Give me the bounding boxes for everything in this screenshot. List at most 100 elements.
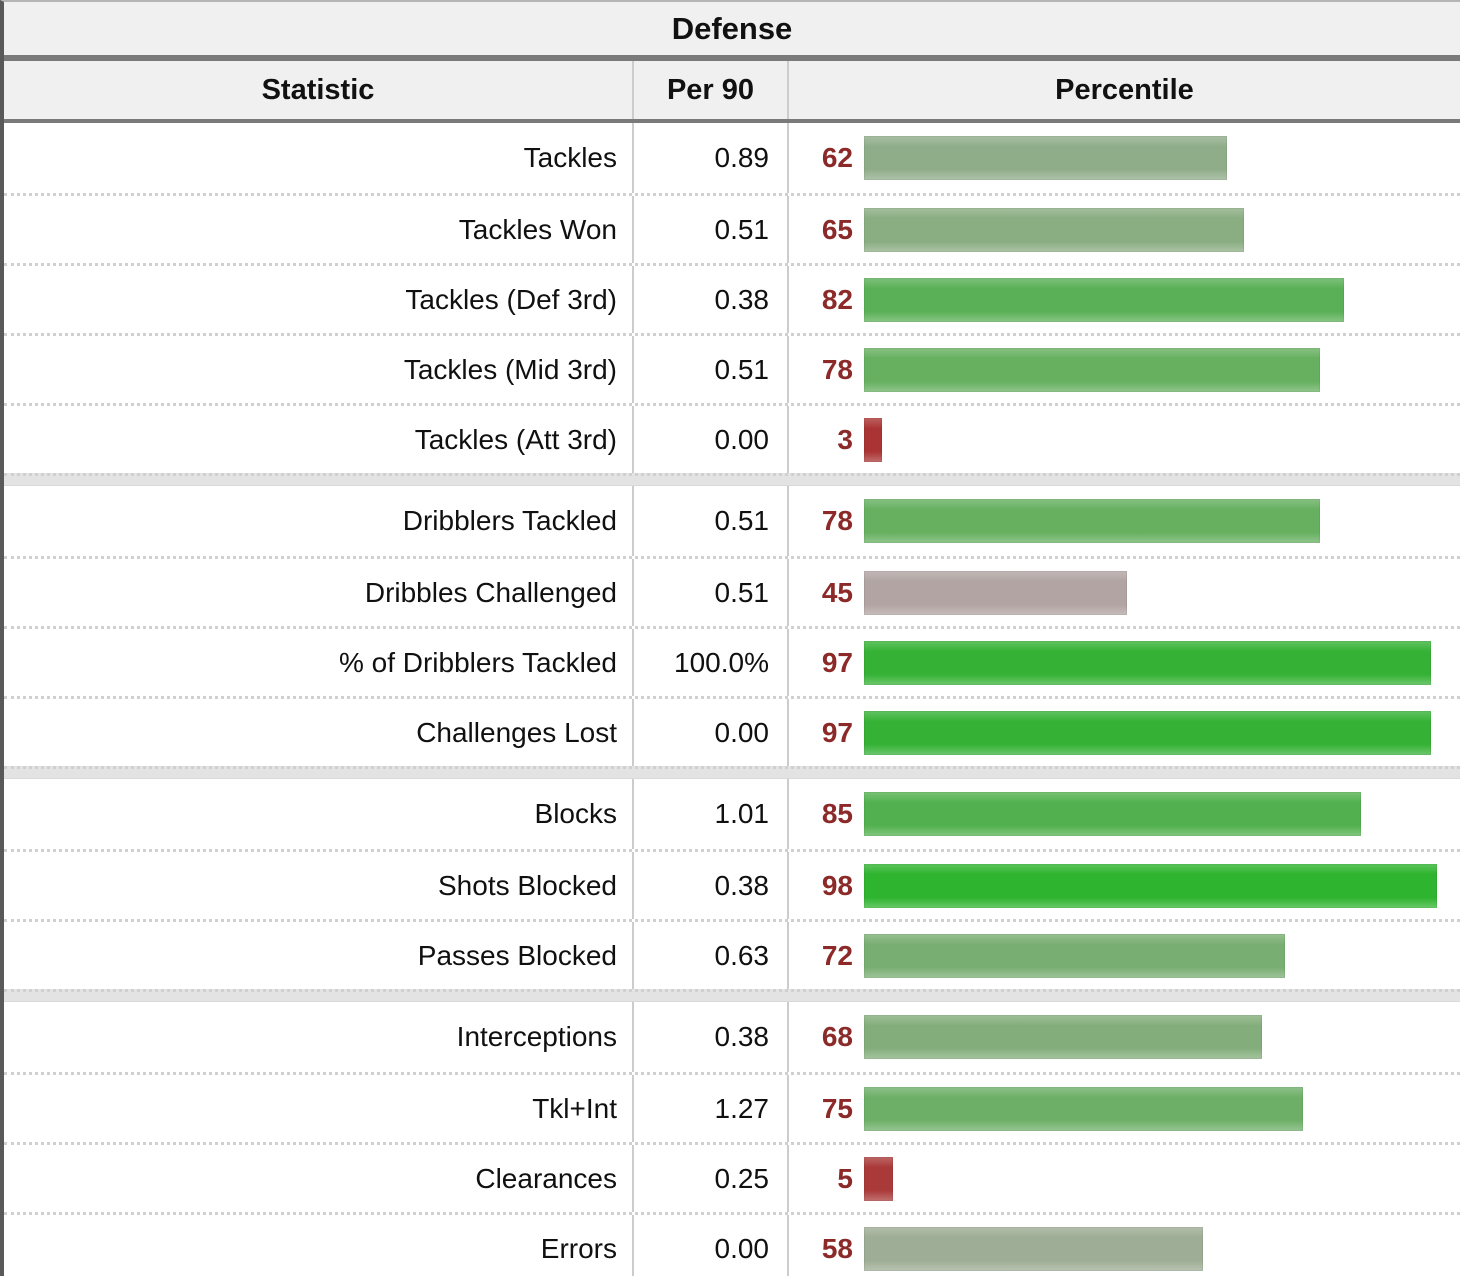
column-header-row: Statistic Per 90 Percentile <box>4 61 1460 123</box>
stat-label: Tackles (Def 3rd) <box>405 283 617 315</box>
per90-value: 0.89 <box>632 123 787 193</box>
percentile-bar <box>864 1226 1204 1271</box>
per90-value: 1.01 <box>632 779 787 849</box>
col-header-per90: Per 90 <box>632 61 787 119</box>
percentile-cell: 98 <box>787 852 1460 919</box>
percentile-bar <box>864 277 1344 322</box>
percentile-value: 82 <box>821 283 853 315</box>
percentile-bar <box>864 710 1432 755</box>
percentile-bar <box>864 640 1432 685</box>
percentile-cell: 45 <box>787 559 1460 626</box>
table-row: Tackles (Att 3rd) 0.00 3 <box>4 403 1460 473</box>
group-separator <box>4 989 1460 1002</box>
table-row: Errors 0.00 58 <box>4 1212 1460 1276</box>
stat-label: Tkl+Int <box>532 1092 617 1124</box>
stat-label: Blocks <box>534 798 617 829</box>
table-row: Interceptions 0.38 68 <box>4 1002 1460 1072</box>
percentile-bar <box>864 1086 1303 1131</box>
percentile-value: 75 <box>821 1092 853 1124</box>
stat-label: Tackles (Mid 3rd) <box>403 353 617 385</box>
percentile-bar <box>864 417 882 462</box>
stat-label: Shots Blocked <box>438 869 617 901</box>
percentile-value: 72 <box>821 939 853 971</box>
table-row: Dribbles Challenged 0.51 45 <box>4 556 1460 626</box>
per90-value: 0.63 <box>632 922 787 989</box>
col-header-percentile: Percentile <box>787 61 1460 119</box>
percentile-cell: 62 <box>787 123 1460 193</box>
percentile-value: 65 <box>821 213 853 245</box>
per90-value: 0.00 <box>632 699 787 766</box>
percentile-bar <box>864 933 1286 978</box>
percentile-cell: 97 <box>787 699 1460 766</box>
percentile-bar <box>864 136 1227 180</box>
table-row: Shots Blocked 0.38 98 <box>4 849 1460 919</box>
table-row: % of Dribblers Tackled 100.0% 97 <box>4 626 1460 696</box>
percentile-cell: 5 <box>787 1145 1460 1212</box>
percentile-cell: 72 <box>787 922 1460 989</box>
per90-value: 1.27 <box>632 1075 787 1142</box>
percentile-cell: 82 <box>787 266 1460 333</box>
percentile-cell: 58 <box>787 1215 1460 1276</box>
per90-value: 0.51 <box>632 336 787 403</box>
percentile-cell: 78 <box>787 336 1460 403</box>
percentile-bar <box>864 347 1321 392</box>
per90-value: 0.38 <box>632 852 787 919</box>
stat-label: Clearances <box>475 1162 617 1194</box>
percentile-value: 62 <box>821 142 853 173</box>
per90-value: 0.00 <box>632 406 787 473</box>
per90-value: 0.51 <box>632 486 787 556</box>
group-separator <box>4 766 1460 779</box>
stat-label: Interceptions <box>456 1021 617 1052</box>
table-row: Challenges Lost 0.00 97 <box>4 696 1460 766</box>
stat-label: Tackles Won <box>458 213 617 245</box>
table-row: Tackles (Mid 3rd) 0.51 78 <box>4 333 1460 403</box>
percentile-value: 5 <box>837 1162 853 1194</box>
percentile-value: 68 <box>821 1021 853 1052</box>
per90-value: 0.38 <box>632 266 787 333</box>
stat-label: Errors <box>540 1232 617 1264</box>
percentile-cell: 65 <box>787 196 1460 263</box>
stat-label: % of Dribblers Tackled <box>338 646 617 678</box>
table-row: Passes Blocked 0.63 72 <box>4 919 1460 989</box>
percentile-value: 58 <box>821 1232 853 1264</box>
per90-value: 0.25 <box>632 1145 787 1212</box>
stat-label: Tackles <box>523 142 617 173</box>
percentile-cell: 3 <box>787 406 1460 473</box>
percentile-bar <box>864 499 1321 543</box>
stat-label: Dribblers Tackled <box>402 505 617 536</box>
percentile-bar <box>864 863 1438 908</box>
percentile-cell: 68 <box>787 1002 1460 1072</box>
percentile-cell: 85 <box>787 779 1460 849</box>
percentile-value: 78 <box>821 505 853 536</box>
per90-value: 100.0% <box>632 629 787 696</box>
table-row: Blocks 1.01 85 <box>4 779 1460 849</box>
percentile-value: 97 <box>821 716 853 748</box>
col-header-statistic: Statistic <box>261 73 375 106</box>
percentile-bar <box>864 792 1362 836</box>
table-row: Tkl+Int 1.27 75 <box>4 1072 1460 1142</box>
percentile-cell: 78 <box>787 486 1460 556</box>
percentile-bar <box>864 1015 1262 1059</box>
stat-label: Tackles (Att 3rd) <box>414 423 617 455</box>
percentile-value: 97 <box>821 646 853 678</box>
per90-value: 0.51 <box>632 196 787 263</box>
percentile-cell: 97 <box>787 629 1460 696</box>
percentile-bar <box>864 1156 894 1201</box>
stat-label: Challenges Lost <box>416 716 617 748</box>
percentile-cell: 75 <box>787 1075 1460 1142</box>
group-separator <box>4 473 1460 486</box>
percentile-value: 98 <box>821 869 853 901</box>
percentile-value: 78 <box>821 353 853 385</box>
table-row: Tackles (Def 3rd) 0.38 82 <box>4 263 1460 333</box>
stat-label: Dribbles Challenged <box>364 576 617 608</box>
table-body: Tackles 0.89 62 Tackles Won 0.51 65 Tack… <box>4 123 1460 1276</box>
table-row: Tackles Won 0.51 65 <box>4 193 1460 263</box>
per90-value: 0.51 <box>632 559 787 626</box>
percentile-value: 3 <box>837 423 853 455</box>
per90-value: 0.00 <box>632 1215 787 1276</box>
stat-label: Passes Blocked <box>417 939 617 971</box>
per90-value: 0.38 <box>632 1002 787 1072</box>
table-title: Defense <box>4 2 1460 61</box>
table-row: Clearances 0.25 5 <box>4 1142 1460 1212</box>
